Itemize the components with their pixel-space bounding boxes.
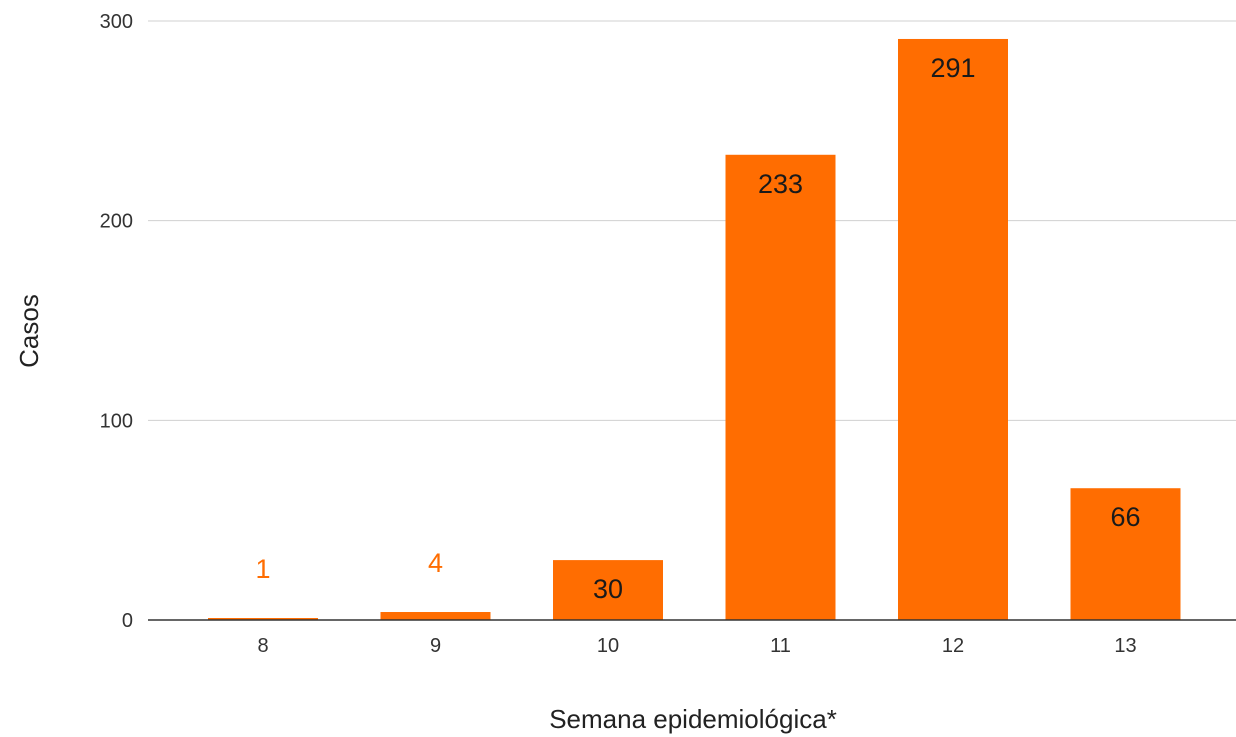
y-tick-labels: 0 100 200 300 [100, 11, 133, 632]
x-tick-label: 10 [597, 635, 619, 657]
y-tick-label: 200 [100, 211, 133, 233]
x-tick-label: 8 [257, 635, 268, 657]
y-axis-title: Casos [14, 294, 44, 368]
bar [208, 618, 318, 620]
data-label: 233 [758, 169, 803, 199]
bar [1070, 488, 1181, 620]
x-tick-label: 12 [942, 635, 964, 657]
data-labels: 1 4 30 233 291 66 [255, 53, 1140, 604]
y-tick-label: 0 [122, 610, 133, 632]
x-tick-label: 9 [430, 635, 441, 657]
bar [898, 38, 1008, 621]
x-tick-labels: 8 9 10 11 12 13 [257, 635, 1136, 657]
data-label: 1 [255, 554, 270, 584]
x-axis-title: Semana epidemiológica* [549, 704, 837, 734]
bar [553, 560, 663, 620]
y-tick-label: 100 [100, 410, 133, 432]
data-label: 66 [1110, 502, 1140, 532]
bars [208, 38, 1181, 621]
bar [725, 154, 836, 620]
y-tick-label: 300 [100, 11, 133, 33]
x-tick-label: 11 [770, 635, 791, 657]
data-label: 4 [428, 548, 443, 578]
y-gridlines [148, 20, 1236, 421]
data-label: 30 [593, 574, 623, 604]
data-label: 291 [930, 53, 975, 83]
bar [380, 612, 491, 620]
x-tick-label: 13 [1114, 635, 1136, 657]
